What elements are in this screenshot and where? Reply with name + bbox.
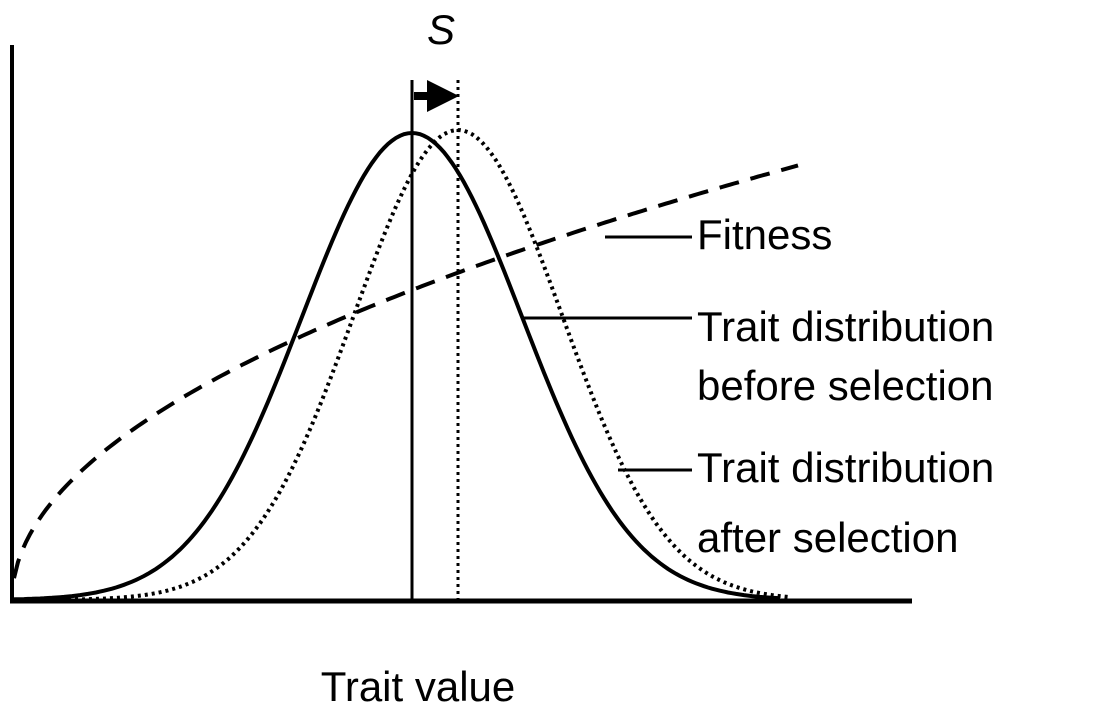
fitness-curve: [12, 163, 799, 579]
x-axis-label: Trait value: [321, 663, 516, 710]
symbol: S: [427, 6, 455, 53]
before-curve: [11, 130, 781, 602]
label: Trait distribution: [697, 444, 994, 491]
label: Fitness: [697, 211, 832, 258]
label: Trait distribution: [697, 303, 994, 350]
label: after selection: [697, 514, 958, 561]
label: before selection: [697, 362, 994, 409]
